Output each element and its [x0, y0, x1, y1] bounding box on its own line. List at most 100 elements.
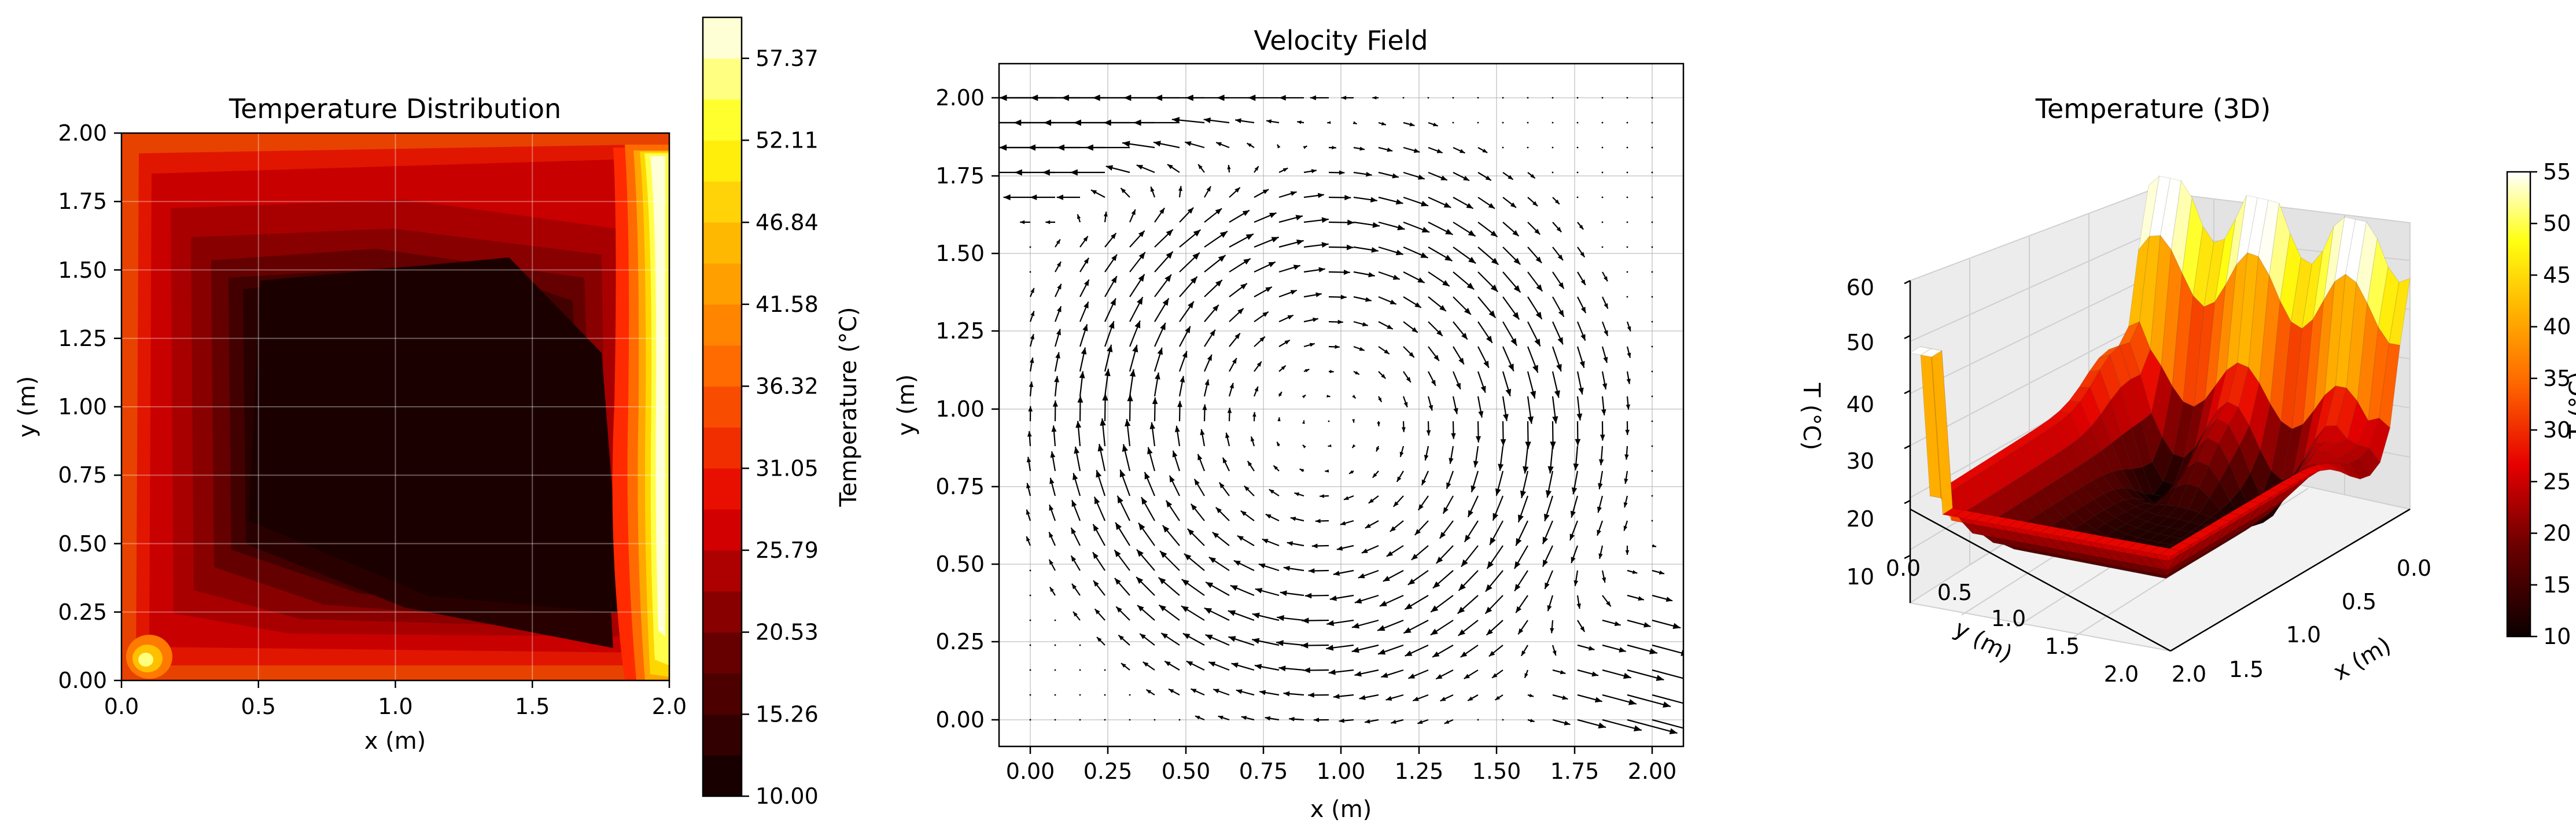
- quiver-arrow: [1432, 570, 1454, 589]
- quiver-arrow: [1114, 549, 1130, 571]
- quiver-arrow: [1527, 321, 1541, 347]
- quiver-arrow: [1602, 719, 1642, 732]
- quiver-arrow: [1552, 321, 1564, 345]
- quiver-arrow: [1376, 446, 1380, 452]
- quiver-arrow: [1430, 620, 1454, 636]
- p2-y-tick: 0.25: [935, 629, 985, 654]
- quiver-arrow: [1049, 586, 1056, 596]
- quiver-arrow: [1204, 329, 1216, 347]
- quiver-arrow: [1310, 95, 1329, 101]
- quiver-arrow: [1461, 545, 1479, 568]
- quiver-arrow: [1569, 520, 1579, 541]
- quiver-arrow: [1303, 217, 1329, 223]
- quiver-arrow: [1402, 396, 1408, 408]
- p1-title: Temperature Distribution: [229, 93, 561, 124]
- quiver-arrow: [1601, 570, 1606, 583]
- quiver-arrow: [1477, 197, 1495, 209]
- quiver-arrow: [1145, 689, 1155, 696]
- panel-velocity-field: Velocity Field: [893, 25, 1685, 823]
- p3-colorbar: 10 15 20 25 30 35 40 45 50 55 T (°C): [2506, 159, 2576, 649]
- p2-x-axis: 0.00 0.25 0.50 0.75 1.00 1.25 1.50 1.75 …: [1006, 746, 1676, 823]
- p3-colorbar-ticks: 10 15 20 25 30 35 40 45 50 55: [2530, 159, 2571, 649]
- p1-y-tick: 1.50: [58, 257, 107, 283]
- quiver-arrow: [1202, 404, 1207, 422]
- colorbar-tick-label: 25: [2543, 469, 2571, 494]
- quiver-arrow: [1527, 396, 1534, 424]
- colorbar-tick-label: 50: [2543, 211, 2571, 236]
- p1-y-tick: 1.00: [58, 394, 107, 420]
- quiver-arrow: [1218, 715, 1230, 721]
- p1-grid: [121, 133, 669, 680]
- quiver-arrow: [1520, 645, 1528, 657]
- quiver-arrow: [1027, 431, 1032, 447]
- quiver-arrow: [1378, 396, 1383, 403]
- quiver-arrow: [1601, 346, 1608, 363]
- quiver-arrow: [1517, 495, 1529, 522]
- quiver-arrow: [1104, 369, 1111, 397]
- quiver-arrow: [1577, 644, 1595, 651]
- quiver-arrow: [1358, 569, 1379, 579]
- colorbar-tick-label: 20: [2543, 521, 2571, 546]
- quiver-arrow: [1129, 296, 1144, 322]
- quiver-arrow: [1243, 485, 1255, 496]
- quiver-arrow: [1407, 570, 1429, 586]
- quiver-arrow: [1502, 271, 1521, 293]
- quiver-arrow: [1352, 419, 1355, 423]
- quiver-arrow: [1432, 645, 1454, 658]
- quiver-arrow: [1361, 544, 1379, 554]
- quiver-dot: [1651, 520, 1653, 522]
- p1-colorbar: 10.00 15.26 20.53 25.79 31.05 36.32 41.58 46.84…: [702, 16, 862, 809]
- colorbar-block: [703, 58, 742, 100]
- quiver-arrow: [1229, 257, 1251, 273]
- quiver-dot: [1054, 719, 1056, 721]
- quiver-arrow: [1200, 429, 1206, 447]
- quiver-arrow: [1320, 494, 1329, 498]
- quiver-dot: [1626, 146, 1628, 149]
- quiver-arrow: [1254, 212, 1277, 223]
- quiver-arrow: [1598, 545, 1604, 560]
- p2-y-axis: 0.00 0.25 0.50 0.75 1.00 1.25 1.50 1.75 …: [893, 85, 999, 733]
- quiver-arrow: [1303, 169, 1317, 174]
- quiver-arrow: [1311, 543, 1329, 549]
- quiver-arrow: [1626, 371, 1631, 384]
- quiver-arrow: [1278, 314, 1294, 323]
- quiver-arrow: [1364, 719, 1379, 724]
- quiver-arrow: [1477, 222, 1498, 238]
- quiver-arrow: [1378, 371, 1387, 380]
- quiver-arrow: [1523, 446, 1529, 474]
- colorbar-block: [703, 222, 742, 264]
- quiver-arrow: [1452, 396, 1458, 414]
- quiver-arrow: [1428, 222, 1453, 235]
- colorbar-tick-label: 20.53: [756, 620, 819, 645]
- quiver-arrow: [1308, 568, 1329, 573]
- quiver-arrow: [1652, 669, 1683, 679]
- p2-y-tick: 1.25: [935, 318, 985, 344]
- quiver-arrow: [1372, 96, 1379, 100]
- quiver-arrow: [1547, 595, 1554, 612]
- quiver-arrow: [1115, 522, 1130, 546]
- quiver-arrow: [1278, 339, 1291, 347]
- quiver-arrow: [1403, 371, 1412, 383]
- quiver-arrow: [1172, 450, 1181, 472]
- quiver-dot: [1029, 694, 1031, 696]
- quiver-arrow: [1181, 605, 1205, 621]
- quiver-arrow: [1457, 595, 1479, 614]
- quiver-arrow: [1602, 271, 1608, 282]
- quiver-arrow: [1527, 694, 1534, 697]
- quiver-dot: [1576, 97, 1579, 99]
- quiver-arrow: [1494, 694, 1503, 701]
- quiver-arrow: [1328, 244, 1354, 251]
- p1-colorbar-blocks: [703, 17, 742, 797]
- quiver-arrow: [1093, 580, 1105, 596]
- quiver-dot: [1129, 719, 1131, 721]
- quiver-arrow: [1627, 594, 1645, 601]
- p1-y-tick: 0.25: [58, 599, 107, 625]
- quiver-arrow: [1090, 189, 1105, 198]
- p3-x-axis: 0.0 0.5 1.0 1.5 2.0 x (m): [2170, 508, 2431, 687]
- quiver-arrow: [1381, 669, 1404, 678]
- quiver-arrow: [1383, 570, 1404, 582]
- quiver-arrow: [1133, 119, 1180, 126]
- p2-y-tick: 0.00: [935, 707, 985, 733]
- quiver-arrow: [1428, 321, 1443, 337]
- quiver-arrow: [1052, 400, 1058, 422]
